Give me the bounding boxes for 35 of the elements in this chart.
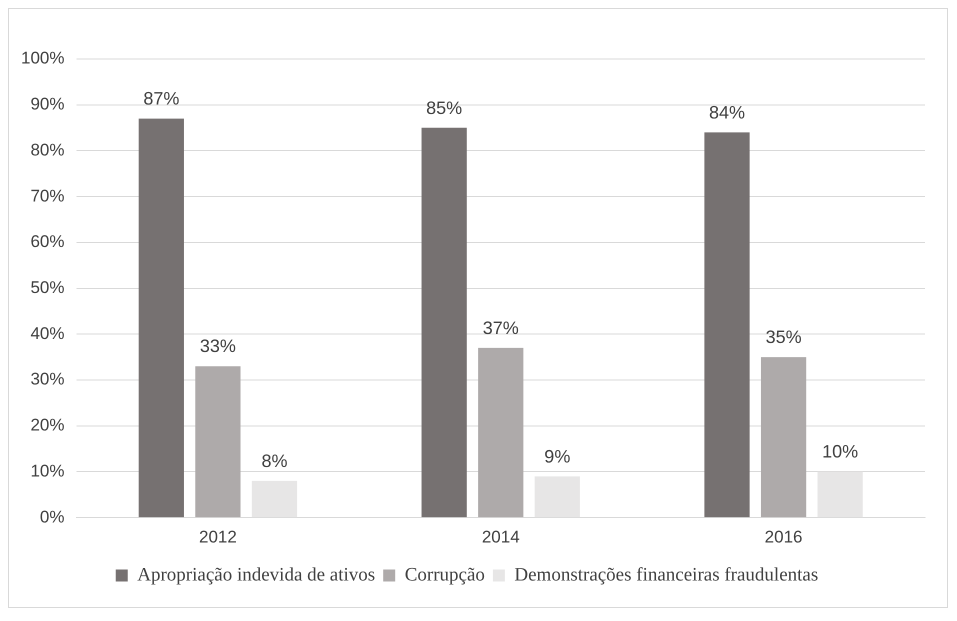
data-label: 85% (426, 98, 462, 118)
data-label: 35% (766, 327, 802, 348)
data-label: 33% (200, 336, 236, 356)
bar (818, 472, 863, 518)
y-tick-label: 40% (30, 324, 64, 343)
data-label: 37% (482, 318, 519, 338)
y-tick-label: 0% (40, 507, 64, 526)
y-tick-label: 80% (30, 140, 64, 160)
bar (704, 132, 750, 518)
bar (138, 118, 184, 518)
data-label: 84% (708, 102, 746, 122)
x-tick-label: 2014 (482, 527, 520, 546)
legend-label: Apropriação indevida de ativos (137, 564, 376, 586)
y-tick-label: 90% (30, 94, 64, 114)
x-tick-label: 2012 (198, 527, 237, 546)
y-tick-label: 70% (30, 186, 64, 206)
bar (534, 476, 580, 518)
legend-label: Demonstrações financeiras fraudulentas (514, 564, 818, 586)
x-tick-label: 2016 (764, 527, 802, 546)
y-tick-label: 50% (30, 278, 64, 297)
y-tick-label: 20% (30, 416, 64, 435)
bar (422, 128, 467, 518)
data-label: 87% (143, 88, 180, 109)
legend-label: Corrupção (404, 564, 485, 586)
y-tick-label: 10% (30, 461, 64, 480)
y-tick-label: 30% (30, 370, 64, 389)
bar (195, 366, 241, 518)
data-label: 8% (261, 450, 288, 471)
y-tick-label: 100% (20, 48, 64, 68)
bar (478, 348, 524, 518)
bar (760, 357, 806, 518)
y-tick-label: 60% (30, 232, 64, 252)
bar (252, 480, 298, 518)
data-label: 10% (822, 442, 858, 462)
data-label: 9% (544, 446, 570, 466)
